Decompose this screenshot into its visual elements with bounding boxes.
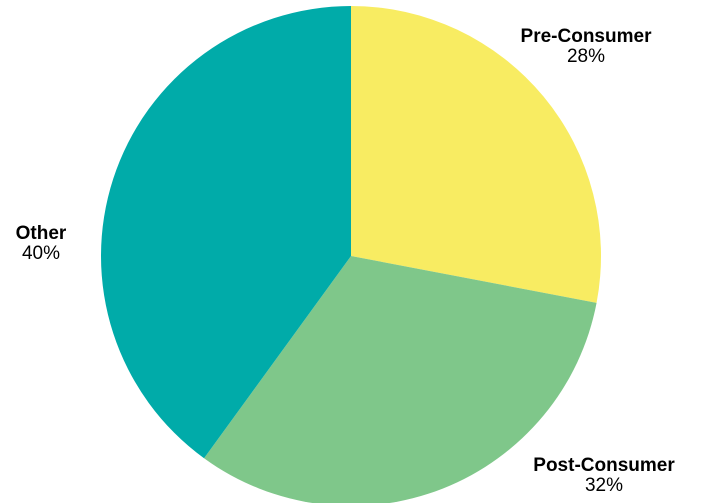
slice-percent-pre-consumer: 28% bbox=[566, 45, 606, 67]
slice-name-pre-consumer: Pre-Consumer bbox=[520, 26, 652, 47]
slice-name-post-consumer: Post-Consumer bbox=[533, 455, 675, 476]
slice-percent-post-consumer: 32% bbox=[584, 474, 624, 496]
pie-slices bbox=[100, 6, 602, 503]
slice-name-other: Other bbox=[15, 223, 67, 244]
pie-slice-other bbox=[100, 6, 352, 459]
slice-label-other: Other 40% bbox=[16, 224, 67, 264]
slice-label-pre-consumer: Pre-Consumer 28% bbox=[521, 27, 652, 67]
slice-percent-other: 40% bbox=[21, 242, 61, 264]
pie-slice-pre-consumer bbox=[351, 6, 602, 303]
slice-label-post-consumer: Post-Consumer 32% bbox=[533, 456, 674, 496]
pie-slice-post-consumer bbox=[204, 256, 597, 503]
